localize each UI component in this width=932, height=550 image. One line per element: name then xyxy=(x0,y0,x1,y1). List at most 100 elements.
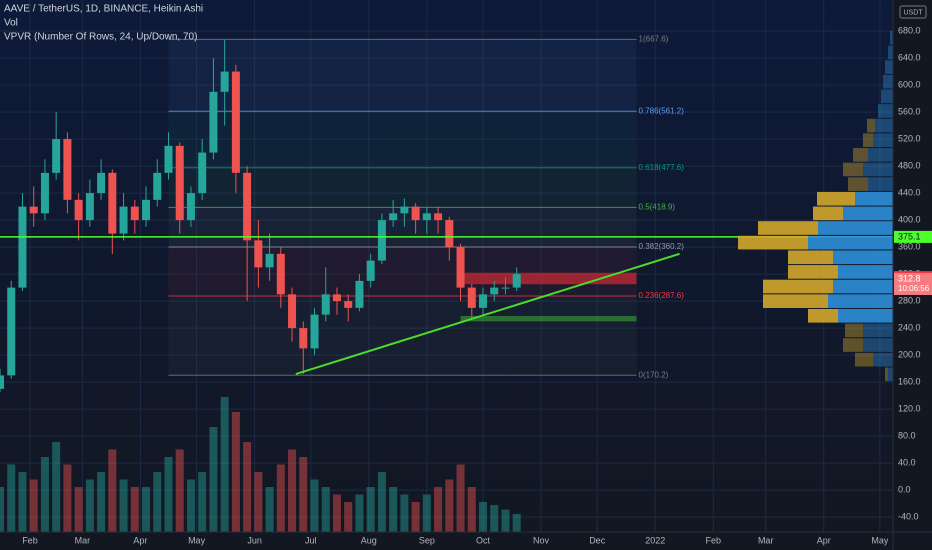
fib-label: 0(170.2) xyxy=(639,370,669,379)
hline-label: 375.1 xyxy=(898,231,921,241)
vpvr-up xyxy=(808,235,893,250)
y-tick-label: 200.0 xyxy=(898,349,921,359)
volume-bar xyxy=(85,479,94,532)
y-tick-label: 600.0 xyxy=(898,79,921,89)
candle-body xyxy=(52,139,61,173)
trendline xyxy=(295,252,680,375)
fib-label: 0.786(561.2) xyxy=(639,106,685,115)
candle-body xyxy=(186,193,195,221)
vpvr-down xyxy=(848,177,868,191)
y-tick-label: 280.0 xyxy=(898,295,921,305)
candle-body xyxy=(119,206,128,234)
fib-zone xyxy=(168,295,637,376)
y-tick-label: 480.0 xyxy=(898,160,921,170)
candle-body xyxy=(400,206,409,214)
volume-bar xyxy=(18,472,27,532)
volume-bar xyxy=(288,449,297,532)
fib-label: 1(667.6) xyxy=(639,35,669,44)
vpvr-up xyxy=(868,177,893,191)
indicator-label: Vol xyxy=(4,18,18,29)
candle-body xyxy=(445,220,454,248)
candle-body xyxy=(209,91,218,153)
candle-body xyxy=(198,152,207,194)
plot-background xyxy=(0,0,893,532)
y-tick-label: 400.0 xyxy=(898,214,921,224)
fib-label: 0.236(287.6) xyxy=(639,291,685,300)
vpvr-down xyxy=(885,367,888,382)
indicator-label: VPVR (Number Of Rows, 24, Up/Down, 70) xyxy=(4,32,197,43)
vpvr-up xyxy=(863,338,893,352)
candle-body xyxy=(321,294,330,315)
volume-bar xyxy=(456,464,465,532)
candle-body xyxy=(74,199,83,221)
x-tick-label: Dec xyxy=(589,535,606,545)
y-tick-label: 0.0 xyxy=(898,485,911,495)
x-tick-label: Apr xyxy=(133,535,147,545)
vpvr-down xyxy=(855,352,873,367)
vpvr-up xyxy=(833,250,893,265)
volume-bar xyxy=(254,472,263,532)
volume-bar xyxy=(108,449,117,532)
candle-body xyxy=(422,213,431,221)
zone xyxy=(462,272,637,285)
volume-bar xyxy=(7,464,16,532)
fib-label: 0.5(418.9) xyxy=(639,202,676,211)
volume-bar xyxy=(142,487,151,532)
currency-box[interactable] xyxy=(899,5,927,19)
vpvr-down xyxy=(853,148,868,162)
candle-body xyxy=(97,172,106,194)
hline-label-box xyxy=(894,230,932,243)
candle-body xyxy=(456,247,465,288)
candle-body xyxy=(501,287,510,289)
x-tick-label: Oct xyxy=(476,535,491,545)
candle-body xyxy=(18,206,27,288)
y-tick-label: 360.0 xyxy=(898,241,921,251)
vpvr-up xyxy=(868,148,893,162)
y-tick-label: 560.0 xyxy=(898,106,921,116)
volume-bar xyxy=(0,487,4,532)
vpvr-up xyxy=(875,118,893,133)
candle-body xyxy=(377,220,386,261)
candle-body xyxy=(40,172,49,214)
candle-body xyxy=(220,71,229,92)
vpvr-up xyxy=(873,133,893,148)
candle-body xyxy=(434,213,443,221)
volume-bar xyxy=(63,464,72,532)
candle-body xyxy=(332,294,341,302)
candle-body xyxy=(7,287,16,376)
candle-body xyxy=(467,287,476,308)
candle-body xyxy=(130,206,139,221)
vpvr-up xyxy=(878,104,893,118)
y-tick-label: 680.0 xyxy=(898,25,921,35)
volume-bar xyxy=(321,487,330,532)
candle-body xyxy=(164,145,173,173)
volume-bar xyxy=(501,509,510,532)
y-tick-label: 440.0 xyxy=(898,187,921,197)
volume-bar xyxy=(512,514,521,532)
fib-label: 0.382(360.2) xyxy=(639,242,685,251)
x-tick-label: Jun xyxy=(247,535,262,545)
candle-body xyxy=(512,274,521,288)
candle-body xyxy=(265,253,274,268)
vpvr-up xyxy=(855,191,893,206)
candle-body xyxy=(288,294,297,329)
fib-zone xyxy=(168,167,637,208)
candle-body xyxy=(479,294,488,308)
volume-bar xyxy=(153,472,162,532)
candle-body xyxy=(344,301,353,308)
volume-bar xyxy=(198,472,207,532)
volume-bar xyxy=(355,494,364,532)
volume-bar xyxy=(119,479,128,532)
candle-body xyxy=(175,145,184,221)
currency-label[interactable]: USDT xyxy=(903,9,923,16)
vpvr-up xyxy=(890,31,893,45)
candle-body xyxy=(389,213,398,221)
x-tick-label: Jul xyxy=(305,535,317,545)
candle-body xyxy=(243,172,252,241)
volume-bar xyxy=(445,479,454,532)
vpvr-down xyxy=(843,162,863,177)
y-tick-label: 520.0 xyxy=(898,133,921,143)
volume-bar xyxy=(164,457,173,532)
